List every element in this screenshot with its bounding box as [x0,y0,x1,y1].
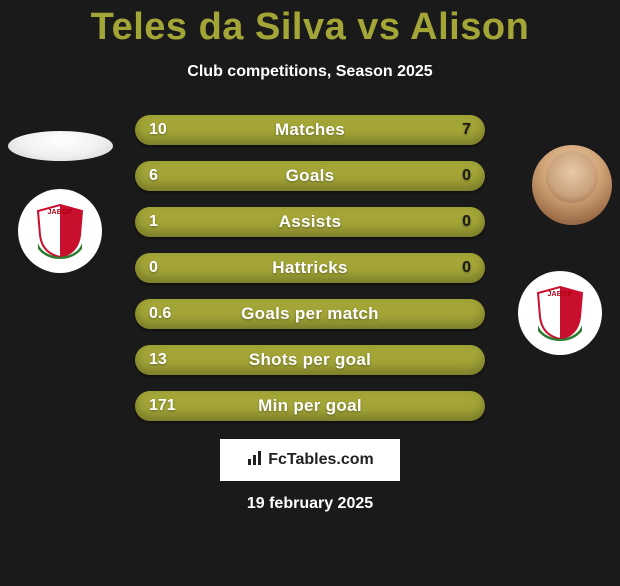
stat-right-value: 0 [462,213,471,231]
stats-list: 10 Matches 7 6 Goals 0 1 Assists 0 0 Hat… [135,109,485,421]
shield-icon: JABOP [534,285,586,341]
stat-right-value: 0 [462,259,471,277]
stat-row: 0.6 Goals per match [135,299,485,329]
shield-icon: JABOP [34,203,86,259]
stat-row: 13 Shots per goal [135,345,485,375]
stat-left-value: 1 [149,213,158,231]
comparison-title: Teles da Silva vs Alison [0,6,620,49]
footer-date: 19 february 2025 [0,495,620,513]
player-right-avatar [532,145,612,225]
stat-label: Goals per match [241,304,379,324]
stat-left-value: 171 [149,397,176,415]
player-left-avatar [8,131,113,161]
stat-row: 171 Min per goal [135,391,485,421]
stat-label: Matches [275,120,345,140]
stat-right-value: 7 [462,121,471,139]
stat-label: Shots per goal [249,350,371,370]
stat-row: 0 Hattricks 0 [135,253,485,283]
stat-left-value: 13 [149,351,167,369]
stat-label: Goals [286,166,335,186]
stat-left-value: 10 [149,121,167,139]
brand-link[interactable]: FcTables.com [220,439,400,481]
stat-label: Min per goal [258,396,362,416]
stat-row: 6 Goals 0 [135,161,485,191]
stat-label: Hattricks [272,258,347,278]
stat-row: 10 Matches 7 [135,115,485,145]
stat-row: 1 Assists 0 [135,207,485,237]
stat-right-value: 0 [462,167,471,185]
stat-label: Assists [279,212,342,232]
brand-text: FcTables.com [268,451,374,469]
crest-left-label: JABOP [34,209,86,216]
bar-chart-icon [246,449,264,472]
comparison-subtitle: Club competitions, Season 2025 [0,63,620,81]
player-right-club-crest: JABOP [518,271,602,355]
stat-left-value: 6 [149,167,158,185]
stat-left-value: 0.6 [149,305,171,323]
comparison-card: JABOP JABOP 10 Matches 7 6 Goals 0 1 Ass… [0,109,620,513]
stat-left-value: 0 [149,259,158,277]
crest-right-label: JABOP [534,291,586,298]
player-left-club-crest: JABOP [18,189,102,273]
